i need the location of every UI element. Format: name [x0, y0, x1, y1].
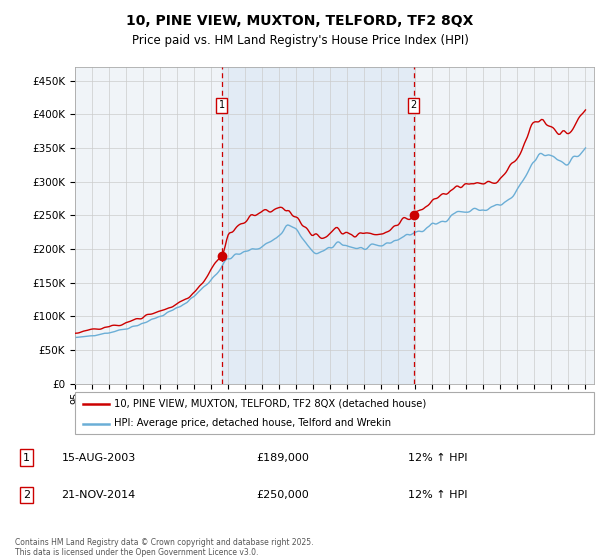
Text: HPI: Average price, detached house, Telford and Wrekin: HPI: Average price, detached house, Telf…: [114, 418, 391, 428]
Text: 10, PINE VIEW, MUXTON, TELFORD, TF2 8QX: 10, PINE VIEW, MUXTON, TELFORD, TF2 8QX: [127, 14, 473, 28]
Text: 2: 2: [410, 100, 417, 110]
Text: 10, PINE VIEW, MUXTON, TELFORD, TF2 8QX (detached house): 10, PINE VIEW, MUXTON, TELFORD, TF2 8QX …: [114, 399, 426, 409]
Text: 21-NOV-2014: 21-NOV-2014: [61, 490, 136, 500]
Text: £189,000: £189,000: [256, 453, 310, 463]
Bar: [221, 67, 413, 384]
Text: 2: 2: [23, 490, 30, 500]
Text: Contains HM Land Registry data © Crown copyright and database right 2025.
This d: Contains HM Land Registry data © Crown c…: [15, 538, 314, 557]
Text: Price paid vs. HM Land Registry's House Price Index (HPI): Price paid vs. HM Land Registry's House …: [131, 34, 469, 46]
Text: 1: 1: [218, 100, 225, 110]
Text: 15-AUG-2003: 15-AUG-2003: [61, 453, 136, 463]
Text: £250,000: £250,000: [256, 490, 309, 500]
Text: 12% ↑ HPI: 12% ↑ HPI: [408, 453, 467, 463]
Text: 1: 1: [23, 453, 30, 463]
FancyBboxPatch shape: [75, 392, 594, 434]
Text: 12% ↑ HPI: 12% ↑ HPI: [408, 490, 467, 500]
